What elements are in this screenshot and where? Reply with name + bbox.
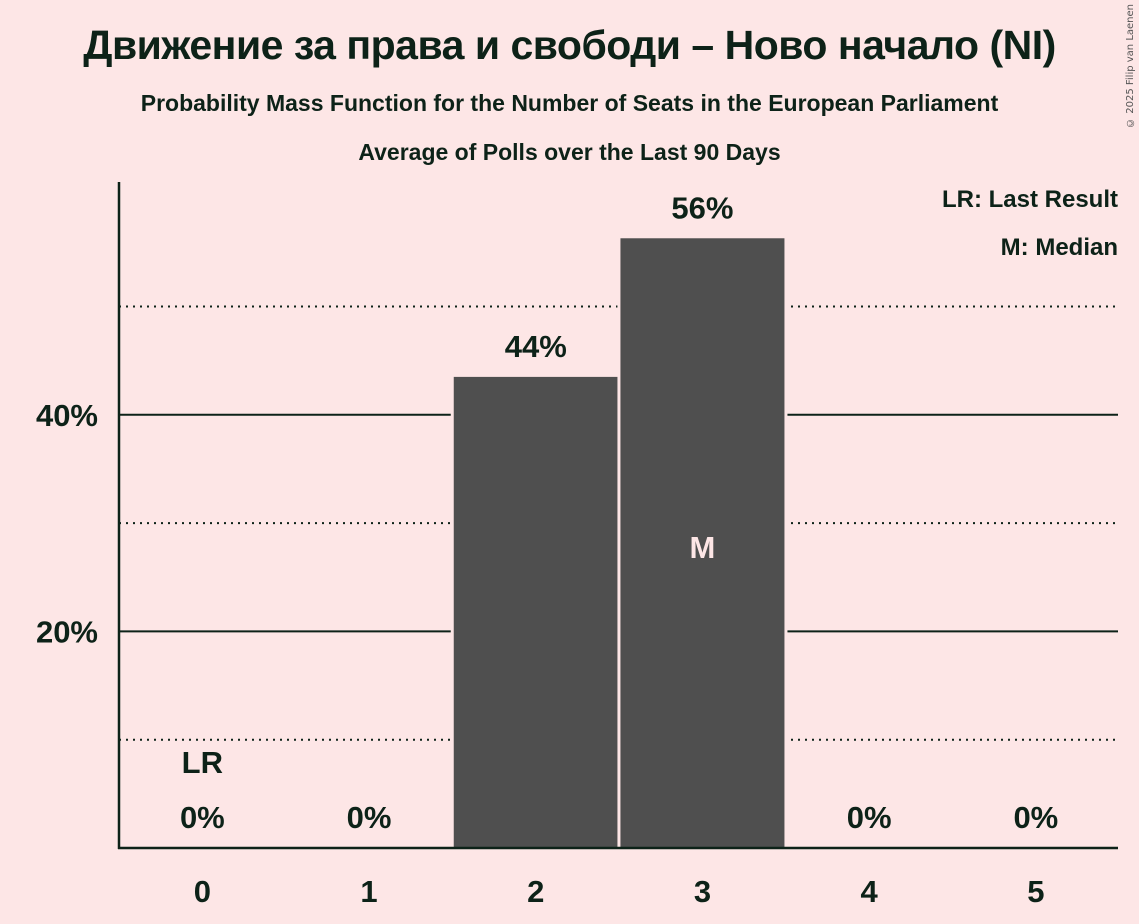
bar-value-label: 0% xyxy=(847,800,892,835)
y-tick-label: 20% xyxy=(36,614,98,649)
bar-value-label: 44% xyxy=(505,329,567,364)
bar-3 xyxy=(620,238,785,848)
bar-2 xyxy=(453,376,618,848)
median-marker: M xyxy=(690,530,716,565)
x-tick-label: 5 xyxy=(1027,874,1044,909)
x-tick-label: 4 xyxy=(861,874,879,909)
chart-title: Движение за права и свободи – Ново начал… xyxy=(83,22,1056,68)
x-tick-label: 2 xyxy=(527,874,544,909)
bar-value-label: 0% xyxy=(347,800,392,835)
x-tick-label: 0 xyxy=(194,874,211,909)
chart-subtitle-period: Average of Polls over the Last 90 Days xyxy=(358,139,781,165)
y-tick-label: 40% xyxy=(36,398,98,433)
bar-value-label: 0% xyxy=(180,800,225,835)
last-result-marker: LR xyxy=(182,745,223,780)
legend-median: M: Median xyxy=(1000,234,1118,261)
legend-last-result: LR: Last Result xyxy=(941,186,1118,213)
x-tick-label: 3 xyxy=(694,874,711,909)
bar-value-label: 0% xyxy=(1013,800,1058,835)
x-tick-label: 1 xyxy=(360,874,377,909)
bar-value-label: 56% xyxy=(671,190,733,225)
chart-subtitle: Probability Mass Function for the Number… xyxy=(140,90,999,116)
